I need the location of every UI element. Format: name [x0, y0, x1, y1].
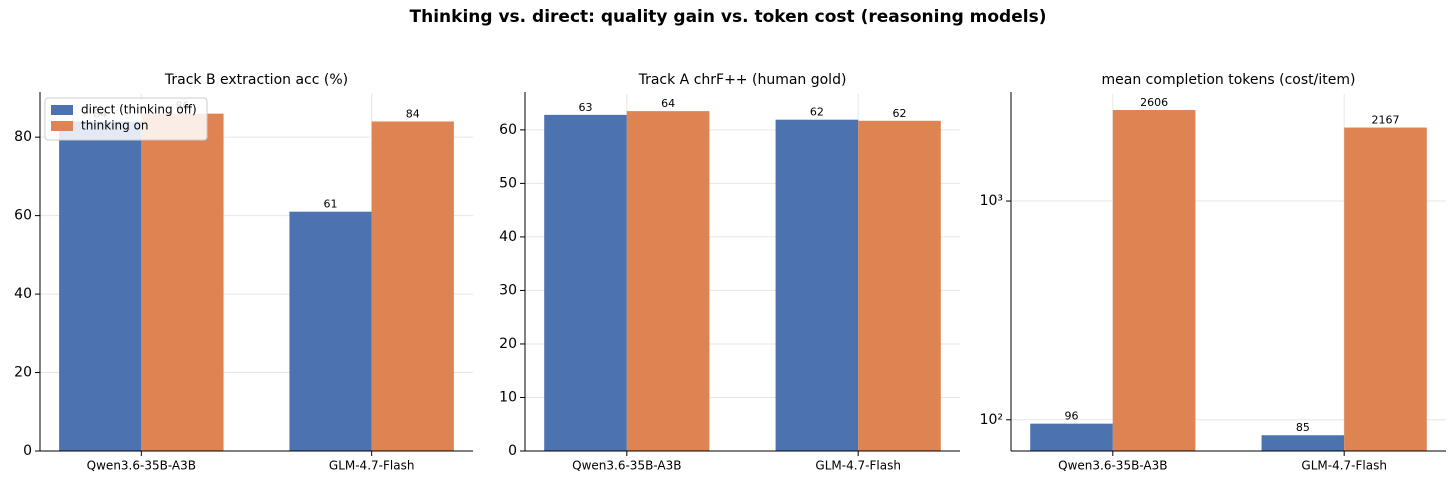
- value-label: 63: [579, 101, 593, 114]
- bar: [858, 120, 941, 451]
- y-tick-label: 10²: [980, 412, 1003, 428]
- figure-title: Thinking vs. direct: quality gain vs. to…: [410, 7, 1047, 27]
- y-tick-label: 80: [14, 129, 32, 145]
- value-label: 62: [810, 106, 824, 119]
- bar: [775, 119, 859, 451]
- y-tick-label: 20: [14, 365, 32, 381]
- bar: [544, 114, 627, 452]
- bar: [289, 211, 372, 451]
- x-tick-label: Qwen3.6-35B-A3B: [1058, 459, 1167, 473]
- y-tick-label: 0: [23, 443, 32, 459]
- bar: [141, 113, 224, 451]
- value-label: 64: [661, 97, 675, 110]
- bar: [1112, 110, 1196, 452]
- y-tick-label: 60: [14, 208, 32, 224]
- bar: [371, 121, 454, 451]
- y-tick-label: 0: [508, 443, 517, 459]
- legend-swatch: [51, 121, 73, 131]
- legend-label: thinking on: [81, 119, 149, 133]
- legend-swatch: [51, 105, 73, 115]
- panel-title: Track B extraction acc (%): [164, 72, 348, 88]
- bar: [626, 111, 710, 451]
- x-tick-label: GLM-4.7-Flash: [815, 459, 901, 473]
- legend-box: [44, 97, 208, 141]
- x-tick-label: GLM-4.7-Flash: [329, 459, 415, 473]
- bar: [1344, 127, 1427, 452]
- legend-label: direct (thinking off): [81, 103, 197, 117]
- value-label: 62: [892, 107, 906, 120]
- value-label: 2606: [1140, 96, 1168, 109]
- x-tick-label: Qwen3.6-35B-A3B: [572, 459, 681, 473]
- value-label: 61: [324, 198, 338, 211]
- x-tick-label: Qwen3.6-35B-A3B: [87, 459, 196, 473]
- y-tick-label: 30: [499, 282, 517, 298]
- bar: [59, 121, 142, 451]
- y-tick-label: 10: [499, 389, 517, 405]
- value-label: 84: [406, 107, 420, 120]
- y-tick-label: 60: [499, 122, 517, 138]
- bar: [1030, 423, 1113, 451]
- x-tick-label: GLM-4.7-Flash: [1301, 459, 1387, 473]
- y-tick-label: 50: [499, 175, 517, 191]
- y-tick-label: 40: [14, 286, 32, 302]
- value-label: 96: [1065, 410, 1079, 423]
- bar: [1261, 435, 1345, 451]
- value-label: 85: [1296, 421, 1310, 434]
- y-tick-label: 20: [499, 336, 517, 352]
- y-tick-label: 10³: [980, 193, 1003, 209]
- panel-title: mean completion tokens (cost/item): [1102, 72, 1356, 88]
- value-label: 2167: [1371, 114, 1399, 127]
- panel-title: Track A chrF++ (human gold): [638, 72, 847, 88]
- y-tick-label: 40: [499, 229, 517, 245]
